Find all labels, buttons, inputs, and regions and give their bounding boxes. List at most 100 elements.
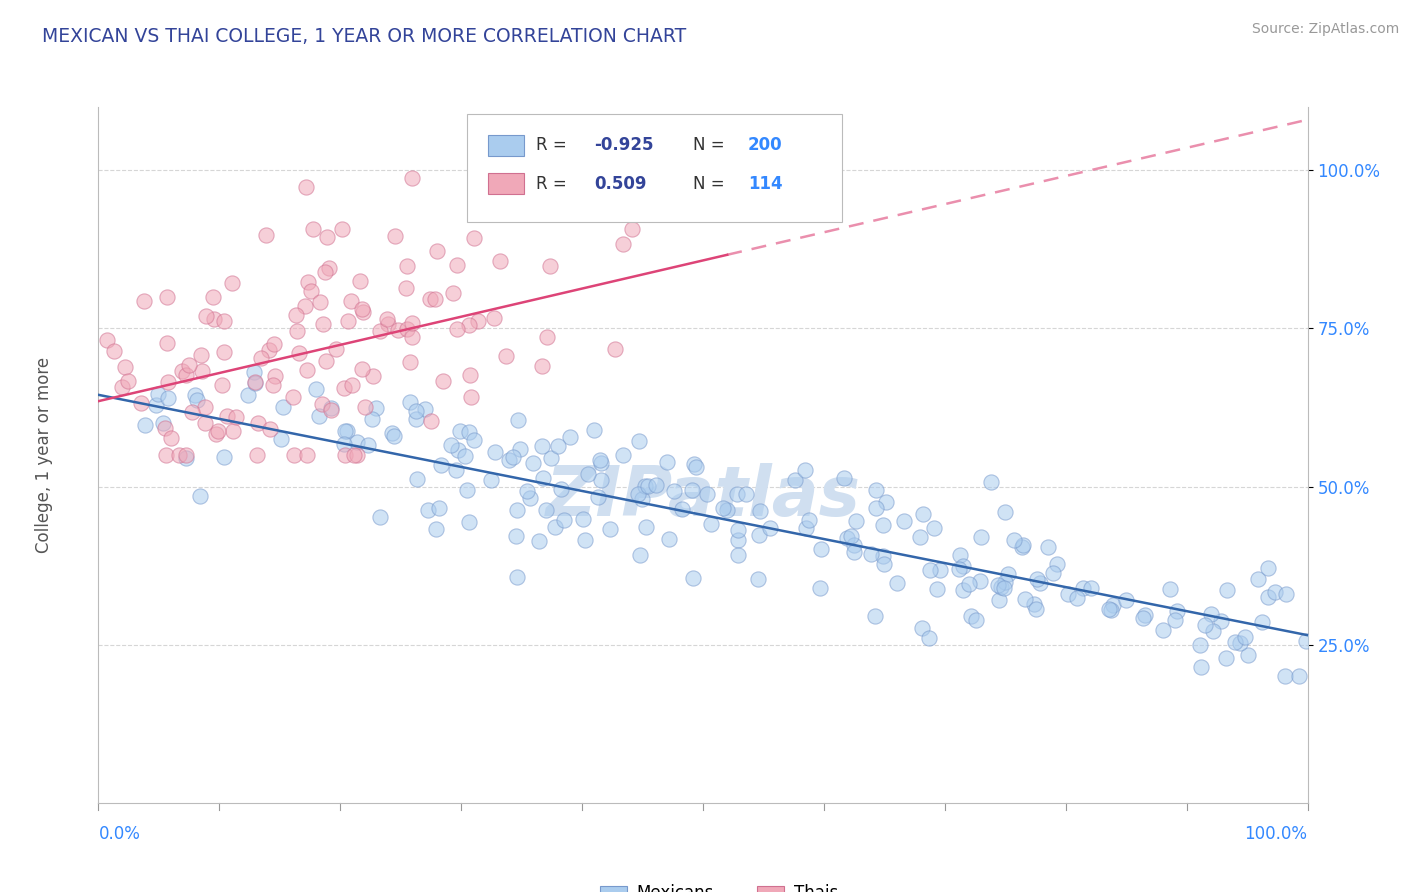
Point: [495, 350, 517, 364]
Point: [294, 300, 316, 314]
Point: [927, 582, 949, 597]
Point: [785, 474, 807, 488]
Point: [333, 424, 356, 438]
Point: [560, 430, 582, 444]
Point: [658, 532, 681, 546]
Point: [682, 571, 704, 585]
Point: [214, 450, 236, 465]
Point: [134, 417, 156, 432]
Point: [1135, 607, 1157, 622]
Point: [145, 398, 167, 412]
Point: [626, 486, 648, 500]
Point: [586, 490, 609, 504]
Point: [1159, 582, 1181, 596]
Point: [432, 374, 454, 388]
Text: 114: 114: [748, 175, 782, 193]
Point: [340, 294, 363, 309]
Point: [259, 421, 281, 435]
Point: [454, 449, 477, 463]
Point: [387, 323, 409, 337]
Point: [270, 432, 292, 446]
Point: [502, 450, 524, 465]
Point: [129, 395, 152, 409]
Point: [263, 336, 285, 351]
Point: [1215, 582, 1237, 597]
Point: [589, 473, 612, 487]
Point: [159, 431, 181, 445]
Point: [1080, 581, 1102, 595]
Point: [396, 259, 419, 273]
Point: [949, 548, 972, 562]
Point: [288, 346, 311, 360]
Point: [928, 563, 950, 577]
Point: [863, 609, 886, 624]
Point: [1201, 607, 1223, 621]
Point: [456, 483, 478, 497]
Point: [336, 314, 359, 328]
Point: [191, 364, 214, 378]
Point: [419, 292, 441, 306]
Point: [103, 343, 125, 358]
Point: [155, 448, 177, 462]
Text: Mexicans: Mexicans: [637, 884, 714, 892]
Point: [1257, 591, 1279, 605]
Point: [482, 311, 505, 326]
Text: 200: 200: [748, 136, 782, 154]
Point: [747, 572, 769, 586]
Point: [190, 348, 212, 362]
Point: [845, 514, 868, 528]
Point: [156, 289, 179, 303]
Point: [212, 314, 235, 328]
Point: [1098, 602, 1121, 616]
Point: [1215, 651, 1237, 665]
Point: [330, 222, 353, 236]
Point: [346, 448, 368, 462]
Point: [1102, 598, 1125, 612]
Text: -0.925: -0.925: [595, 136, 654, 154]
FancyBboxPatch shape: [488, 135, 524, 156]
Point: [333, 381, 356, 395]
Point: [202, 311, 225, 326]
Point: [221, 276, 243, 290]
Point: [716, 502, 738, 516]
Point: [430, 458, 453, 472]
Point: [205, 426, 228, 441]
Point: [225, 410, 247, 425]
Point: [302, 221, 325, 235]
Point: [1251, 615, 1274, 629]
Point: [540, 451, 562, 466]
Point: [155, 421, 177, 435]
Point: [631, 492, 654, 507]
Point: [1275, 586, 1298, 600]
Point: [970, 530, 993, 544]
Point: [969, 574, 991, 588]
Point: [908, 530, 931, 544]
Point: [1211, 615, 1233, 629]
Point: [405, 404, 427, 418]
Point: [156, 376, 179, 390]
Point: [727, 533, 749, 547]
Point: [352, 362, 374, 376]
Point: [375, 311, 398, 326]
Point: [194, 416, 217, 430]
Text: N =: N =: [693, 175, 730, 193]
Point: [893, 514, 915, 528]
Point: [254, 227, 277, 242]
Point: [735, 487, 758, 501]
Point: [340, 378, 363, 392]
Point: [308, 409, 330, 423]
Point: [1099, 603, 1122, 617]
Text: College, 1 year or more: College, 1 year or more: [35, 357, 53, 553]
Point: [700, 516, 723, 531]
Point: [177, 358, 200, 372]
Point: [538, 259, 561, 273]
Point: [446, 258, 468, 272]
Point: [671, 502, 693, 516]
Point: [427, 501, 450, 516]
Point: [285, 309, 308, 323]
Point: [395, 281, 418, 295]
Point: [1115, 593, 1137, 607]
Point: [262, 377, 284, 392]
Point: [1025, 602, 1047, 616]
Text: ZIPatlas: ZIPatlas: [546, 463, 860, 530]
